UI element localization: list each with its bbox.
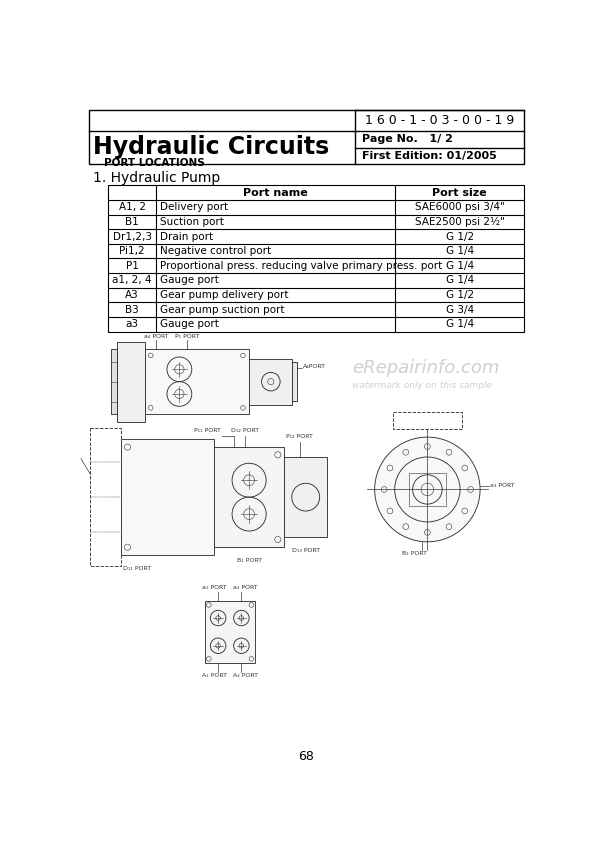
Text: B1: B1 [125,217,139,227]
Text: A₄PORT: A₄PORT [303,364,325,369]
Bar [249,359,292,404]
Text: a3: a3 [126,320,139,329]
Text: Gauge port: Gauge port [160,276,219,285]
Text: 1 6 0 - 1 - 0 3 - 0 0 - 1 9: 1 6 0 - 1 - 0 3 - 0 0 - 1 9 [365,114,514,127]
Text: A₁ PORT: A₁ PORT [202,673,227,678]
Bar [121,440,214,555]
Text: a₄ PORT: a₄ PORT [144,334,169,339]
Bar [90,428,121,567]
Bar [284,457,327,537]
Text: P₁₂ PORT: P₁₂ PORT [286,435,313,440]
Text: Gear pump delivery port: Gear pump delivery port [160,290,288,300]
Text: Gear pump suction port: Gear pump suction port [160,305,284,314]
Bar [145,349,249,414]
Text: a₂ PORT: a₂ PORT [233,585,258,590]
Bar [117,341,145,422]
Text: G 1/2: G 1/2 [446,290,474,300]
Text: SAE6000 psi 3/4": SAE6000 psi 3/4" [415,202,505,213]
Bar [292,362,297,401]
Bar [393,412,462,429]
Text: a₁ PORT: a₁ PORT [202,585,227,590]
Text: Delivery port: Delivery port [160,202,228,213]
Text: Suction port: Suction port [160,217,224,227]
Text: B3: B3 [125,305,139,314]
Text: P₁₁ PORT: P₁₁ PORT [194,429,221,433]
Text: SAE2500 psi 2½": SAE2500 psi 2½" [415,217,505,227]
Text: B₁ PORT: B₁ PORT [402,551,427,556]
Text: D₁₃ PORT: D₁₃ PORT [292,548,320,553]
Circle shape [375,437,480,542]
Text: B₁ PORT: B₁ PORT [237,558,262,563]
Bar [205,601,255,663]
Text: 68: 68 [298,750,315,763]
Text: eRepairinfo.com: eRepairinfo.com [352,359,499,377]
Text: Gauge port: Gauge port [160,320,219,329]
Text: G 3/4: G 3/4 [446,305,474,314]
Text: G 1/4: G 1/4 [446,246,474,256]
Text: P1: P1 [126,261,139,270]
Bar [409,473,446,506]
Bar [108,185,524,332]
Text: Hydraulic Circuits: Hydraulic Circuits [93,136,329,159]
Text: G 1/4: G 1/4 [446,320,474,329]
Text: D₁₁ PORT: D₁₁ PORT [123,566,151,571]
Text: D₁₂ PORT: D₁₂ PORT [231,429,260,433]
Text: A1, 2: A1, 2 [118,202,145,213]
Text: A₂ PORT: A₂ PORT [233,673,258,678]
Text: Dr1,2,3: Dr1,2,3 [112,232,151,242]
Text: watermark only on this sample: watermark only on this sample [352,381,492,390]
Text: G 1/4: G 1/4 [446,261,474,270]
Text: 1. Hydraulic Pump: 1. Hydraulic Pump [93,171,221,186]
Text: A3: A3 [125,290,139,300]
Text: Negative control port: Negative control port [160,246,271,256]
Text: Pi1,2: Pi1,2 [119,246,145,256]
Text: Page No.   1/ 2: Page No. 1/ 2 [362,135,452,144]
Text: First Edition: 01/2005: First Edition: 01/2005 [362,150,496,161]
Text: G 1/4: G 1/4 [446,276,474,285]
Text: a₃ PORT: a₃ PORT [490,483,514,488]
Text: PORT LOCATIONS: PORT LOCATIONS [104,157,205,168]
Text: Port size: Port size [432,187,487,198]
Text: Proportional press. reducing valve primary press. port: Proportional press. reducing valve prima… [160,261,442,270]
Text: Port name: Port name [243,187,308,198]
Text: P₁ PORT: P₁ PORT [175,334,199,339]
Text: G 1/2: G 1/2 [446,232,474,242]
Bar [214,447,284,547]
Bar [89,110,524,164]
Bar [111,349,117,414]
Text: Drain port: Drain port [160,232,213,242]
Text: a1, 2, 4: a1, 2, 4 [112,276,152,285]
